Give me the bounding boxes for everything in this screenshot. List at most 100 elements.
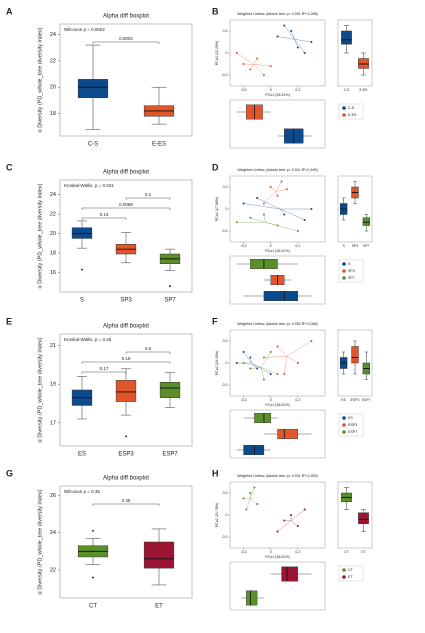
x-tick-label: ES — [78, 452, 86, 458]
y-tick-label: 20 — [50, 231, 56, 237]
legend-marker — [342, 262, 346, 266]
x-tick-label: 0.2 — [295, 398, 300, 402]
box — [144, 542, 174, 568]
side-category-label: CT — [344, 550, 349, 554]
panel-label: E — [6, 316, 12, 326]
x-tick-label: 0 — [270, 550, 272, 554]
spoke — [287, 356, 298, 363]
point — [243, 498, 245, 500]
comparison-label: 0.1 — [145, 192, 152, 197]
point — [283, 520, 285, 522]
chart-title: Alpha diff boxplot — [103, 476, 149, 482]
point — [249, 217, 251, 219]
spoke — [284, 26, 294, 40]
point — [286, 188, 288, 190]
outlier — [92, 530, 94, 532]
point — [236, 221, 238, 223]
point — [310, 41, 312, 43]
y-tick-label: 0.2 — [223, 185, 228, 189]
point — [297, 47, 299, 49]
box — [78, 79, 108, 97]
legend-label: ESP3 — [348, 423, 357, 427]
comparison-bracket — [126, 352, 170, 354]
box — [278, 429, 298, 439]
y-tick-label: -0.2 — [221, 73, 227, 77]
spoke — [261, 352, 271, 367]
box — [358, 513, 368, 524]
point — [249, 69, 251, 71]
legend-label: S — [348, 262, 351, 266]
y-tick-label: 24 — [50, 192, 56, 198]
x-axis-title: PCo1 (26.51%) — [265, 93, 290, 97]
point — [283, 373, 285, 375]
spoke — [250, 218, 265, 222]
panel-label: C — [6, 162, 13, 172]
comparison-bracket — [126, 198, 170, 200]
y-axis-title: PCo2 (22.25%) — [215, 41, 219, 66]
y-tick-label: 0.2 — [223, 29, 228, 33]
panel-label: H — [212, 468, 219, 478]
legend-marker — [342, 416, 346, 420]
spoke — [291, 521, 298, 527]
spoke — [294, 39, 311, 42]
spoke — [252, 363, 271, 374]
point — [256, 58, 258, 60]
point — [304, 509, 306, 511]
comparison-label: 0.19 — [122, 356, 131, 361]
outlier — [169, 285, 171, 287]
comparison-bracket — [82, 208, 170, 210]
point — [283, 214, 285, 216]
y-tick-label: 0 — [226, 207, 228, 211]
x-tick-label: S — [80, 298, 84, 304]
side-category-label: ESP3 — [351, 398, 360, 402]
point — [249, 492, 251, 494]
chart-title: Weighted Unifrac (Adonis test: p= 0.011 … — [237, 168, 317, 172]
y-tick-label: 0.2 — [223, 339, 228, 343]
side-category-label: S — [343, 244, 346, 248]
y-tick-label: -0.2 — [221, 383, 227, 387]
point — [243, 362, 245, 364]
spoke — [237, 53, 254, 64]
y-tick-label: 0.2 — [223, 491, 228, 495]
y-tick-label: 0 — [226, 361, 228, 365]
point — [270, 373, 272, 375]
y-tick-label: 20 — [50, 85, 56, 91]
spoke — [271, 187, 276, 191]
point — [263, 203, 265, 205]
chart-title: Weighted Unifrac (Adonis test: p= 0.052 … — [237, 322, 318, 326]
comparison-label: 0.0069 — [119, 202, 133, 207]
point — [243, 63, 245, 65]
legend-marker — [342, 423, 346, 427]
point — [297, 525, 299, 527]
point — [243, 203, 245, 205]
legend-label: ESP7 — [348, 430, 357, 434]
box — [282, 567, 298, 581]
side-category-label: E-ES — [360, 88, 369, 92]
side-category-label: SP3 — [352, 244, 359, 248]
spoke — [264, 191, 276, 203]
comparison-bracket — [93, 504, 159, 506]
spoke — [287, 341, 311, 356]
point — [277, 36, 279, 38]
spoke — [276, 182, 281, 192]
x-tick-label: SP7 — [164, 298, 176, 304]
point — [277, 531, 279, 533]
comparison-bracket — [82, 362, 170, 364]
x-axis-title: PCo1 (26.51%) — [265, 403, 290, 407]
side-category-label: ET — [361, 550, 365, 554]
box — [246, 591, 257, 605]
y-axis-title: PCo2 (17.86%) — [215, 197, 219, 222]
plot-frame — [230, 482, 325, 548]
y-tick-label: 17 — [50, 420, 56, 426]
x-tick-label: -0.2 — [241, 550, 247, 554]
x-tick-label: ESP7 — [162, 452, 178, 458]
comparison-bracket — [82, 372, 126, 374]
comparison-label: 0.6 — [145, 346, 152, 351]
box — [352, 347, 359, 364]
x-tick-label: 0.2 — [295, 88, 300, 92]
box — [254, 413, 270, 423]
box — [358, 59, 368, 69]
comparison-bracket — [82, 218, 126, 220]
annotation: Kruskal-Wallis, p = 0.021 — [64, 183, 114, 188]
side-category-label: SP7 — [363, 244, 370, 248]
